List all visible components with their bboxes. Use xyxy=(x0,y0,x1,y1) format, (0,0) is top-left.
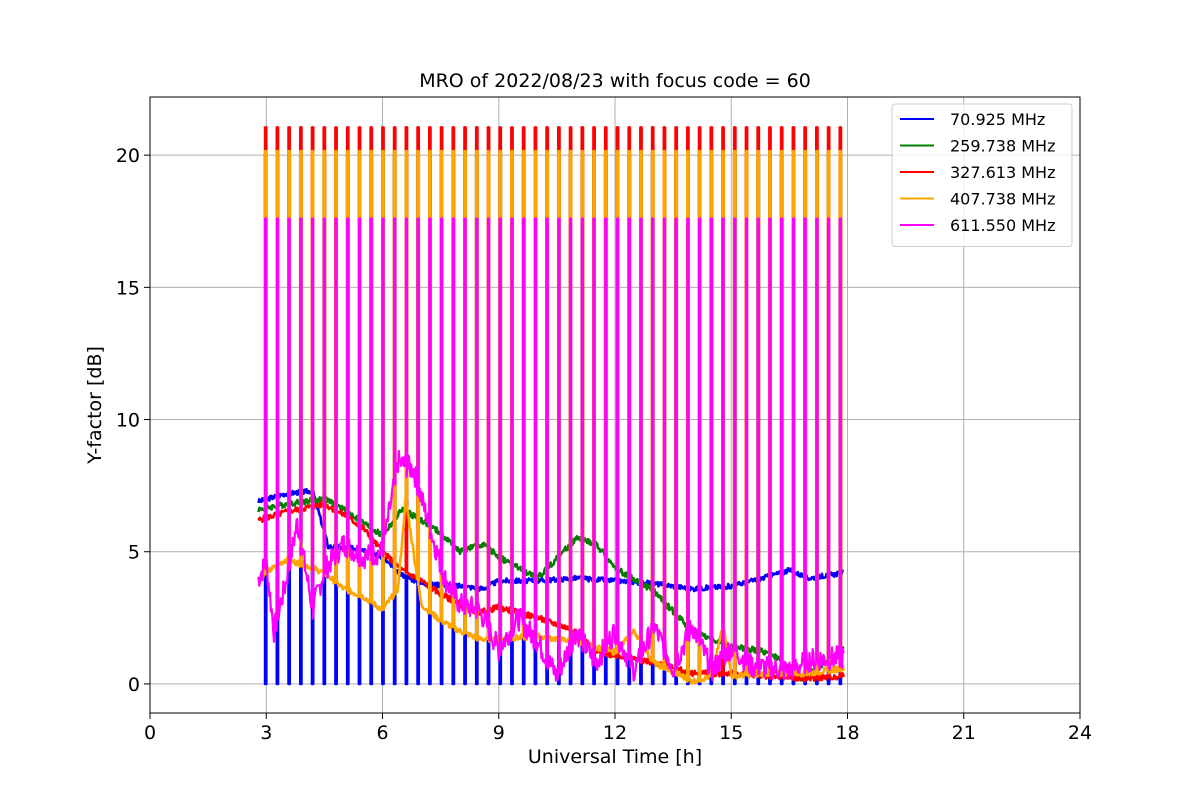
x-tick-label-4: 12 xyxy=(603,722,627,744)
legend-label-4: 611.550 MHz xyxy=(950,216,1055,235)
x-axis: 0 3 6 9 12 15 18 21 24 xyxy=(144,713,1092,744)
y-tick-label-4: 20 xyxy=(116,145,140,167)
x-tick-label-1: 3 xyxy=(260,722,272,744)
y-tick-label-2: 10 xyxy=(116,410,140,432)
x-tick-label-5: 15 xyxy=(719,722,743,744)
y-tick-label-0: 0 xyxy=(128,674,140,696)
series-4-line xyxy=(257,217,845,682)
series-layer xyxy=(257,126,845,686)
x-tick-label-0: 0 xyxy=(144,722,156,744)
chart-title: MRO of 2022/08/23 with focus code = 60 xyxy=(419,70,811,92)
y-tick-label-1: 5 xyxy=(128,542,140,564)
x-tick-label-7: 21 xyxy=(952,722,976,744)
legend-box xyxy=(891,103,1073,247)
y-axis-label: Y-factor [dB] xyxy=(84,346,106,465)
legend-label-1: 259.738 MHz xyxy=(950,137,1055,156)
legend-label-2: 327.613 MHz xyxy=(950,163,1055,182)
x-tick-label-8: 24 xyxy=(1068,722,1092,744)
legend-label-3: 407.738 MHz xyxy=(950,190,1055,209)
x-tick-label-6: 18 xyxy=(835,722,859,744)
x-tick-label-2: 6 xyxy=(376,722,388,744)
y-tick-label-3: 15 xyxy=(116,277,140,299)
legend: 70.925 MHz 259.738 MHz 327.613 MHz 407.738 … xyxy=(891,103,1073,247)
y-axis: 0 5 10 15 20 xyxy=(116,145,150,696)
series-4 xyxy=(257,217,845,682)
x-axis-label: Universal Time [h] xyxy=(528,746,702,768)
legend-label-0: 70.925 MHz xyxy=(950,110,1045,129)
x-tick-label-3: 9 xyxy=(493,722,505,744)
